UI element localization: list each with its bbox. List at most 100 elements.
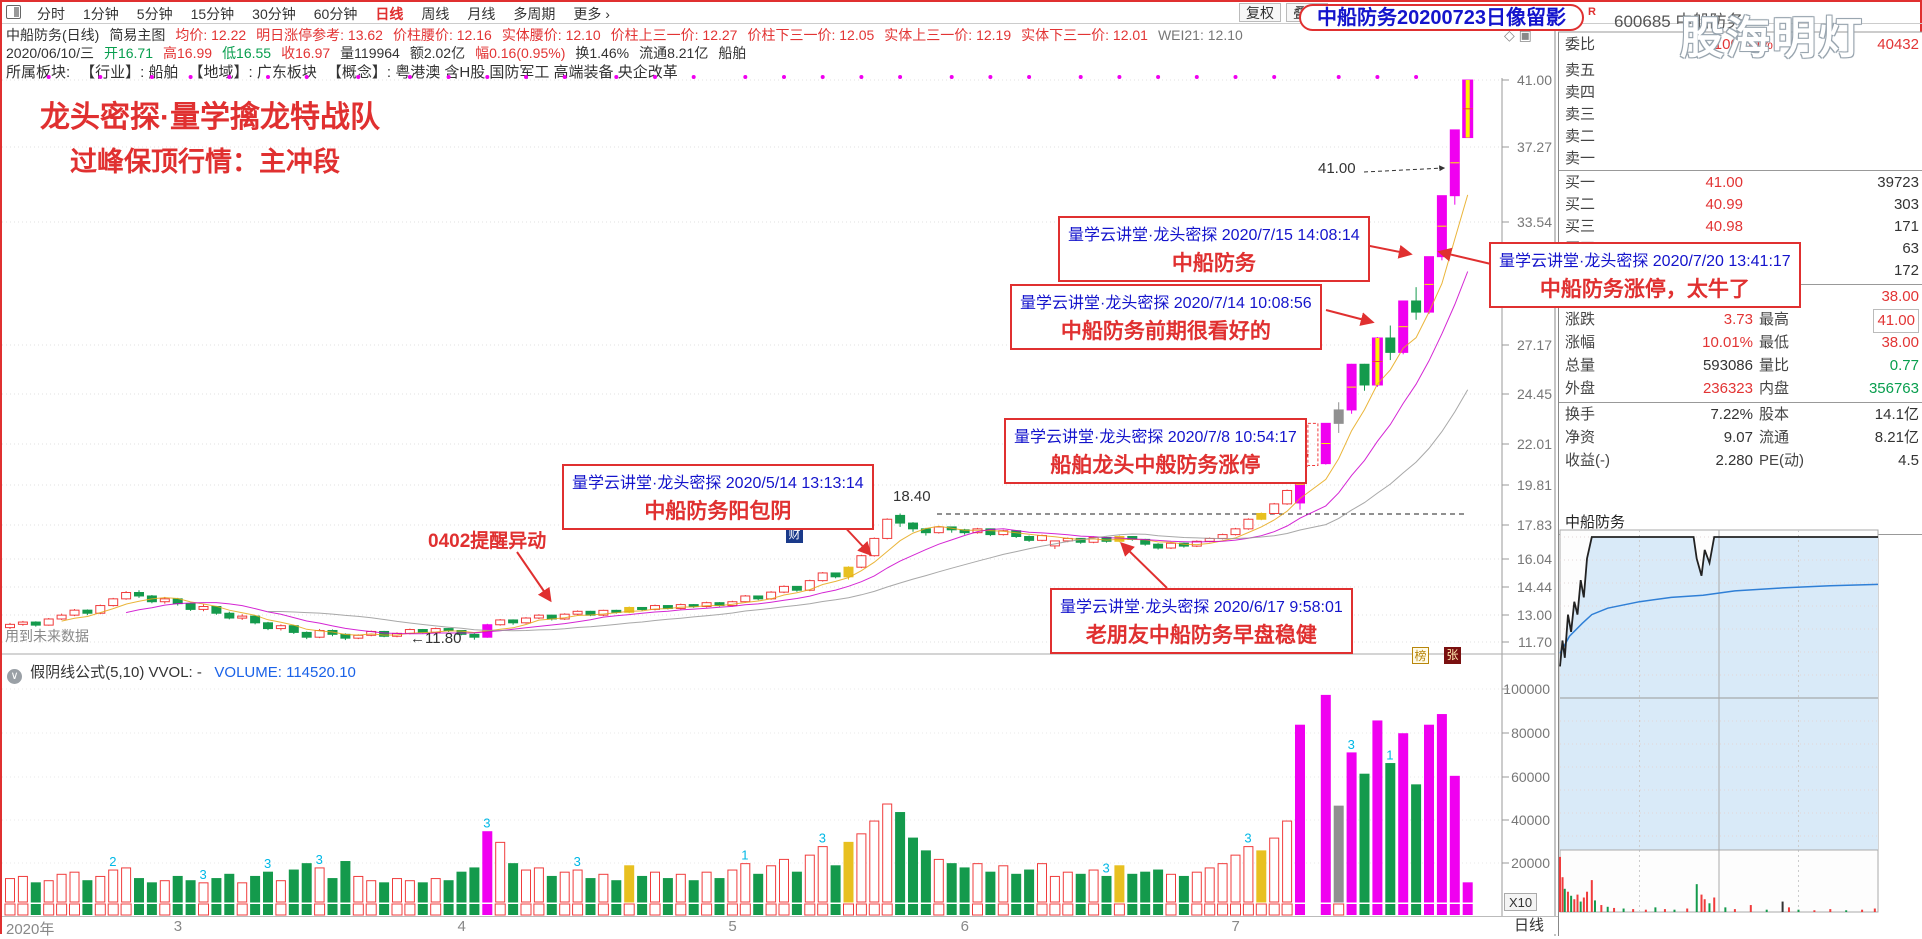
price-axis-label: 14.44 bbox=[1516, 579, 1552, 595]
bang-icon[interactable]: 榜 bbox=[1412, 647, 1429, 664]
indicator-item: 实体上三一价: 12.19 bbox=[884, 27, 1012, 43]
svg-text:3: 3 bbox=[483, 816, 490, 831]
price-axis-label: 27.17 bbox=[1516, 337, 1552, 353]
month-tick-label: 3 bbox=[173, 918, 183, 935]
month-tick-label: 2020年 bbox=[6, 921, 55, 938]
chart-corner-icons[interactable]: ◇ ▣ bbox=[1504, 27, 1532, 44]
indicator-item: 明日涨停参考: 13.62 bbox=[256, 27, 383, 43]
stat-row: 外盘 236323 内盘 356763 bbox=[1565, 380, 1919, 397]
sector-item: 【概念】: 粤港澳 含H股 国防军工 高端装备 央企改革 bbox=[326, 64, 678, 81]
month-tick-label: 7 bbox=[1231, 918, 1240, 935]
sell-row: 卖一 bbox=[1565, 150, 1596, 167]
quote-panel: 中船防务 委比 100.00% 40432 卖五 卖四 卖三 卖二 卖一 买一 41.00 3972… bbox=[1558, 32, 1922, 936]
svg-text:3: 3 bbox=[1103, 860, 1110, 875]
annotation-message: 老朋友中船防务早盘稳健 bbox=[1085, 624, 1317, 647]
indicator-bar: 中船防务(日线) 简易主图 均价: 12.22 明日涨停参考: 13.62 价柱腰价: … bbox=[6, 25, 1253, 45]
alert-0402-label: 0402提醒异动 bbox=[428, 531, 547, 552]
ohlc-item: 换1.46% bbox=[575, 45, 630, 61]
volume-axis-label: 100000 bbox=[1503, 681, 1550, 697]
ohlc-item: 船舶 bbox=[718, 45, 747, 61]
svg-text:3: 3 bbox=[574, 854, 581, 869]
sector-item: 【行业】: 船舶 bbox=[80, 64, 179, 81]
sector-bar: 所属板块: 【行业】: 船舶 【地域】: 广东板块 【概念】: 粤港澳 含H股 国防军… bbox=[6, 61, 688, 82]
period-tab-60分钟[interactable]: 60分钟 bbox=[313, 6, 358, 22]
period-tab-5分钟[interactable]: 5分钟 bbox=[136, 6, 173, 22]
svg-text:3: 3 bbox=[819, 831, 826, 846]
indicator-item: 实体下三一价: 12.01 bbox=[1021, 27, 1148, 43]
annotation-message: 中船防务 bbox=[1171, 252, 1256, 275]
peak-price-label: 18.40 bbox=[893, 488, 931, 505]
ohlc-item: 量119964 bbox=[340, 45, 400, 61]
sell-row: 卖四 bbox=[1565, 84, 1596, 101]
sector-item: 所属板块: bbox=[6, 64, 71, 81]
sell-row: 卖五 bbox=[1565, 62, 1596, 79]
price-axis-label: 17.83 bbox=[1516, 517, 1552, 533]
svg-text:1: 1 bbox=[741, 848, 748, 863]
fuquan-button[interactable]: 复权 bbox=[1239, 3, 1281, 22]
stat-row: 总量 593086 量比 0.77 bbox=[1565, 357, 1919, 374]
indicator-item: 实体腰价: 12.10 bbox=[501, 27, 601, 43]
svg-text:3: 3 bbox=[200, 867, 207, 882]
month-tick-label: 6 bbox=[960, 918, 969, 935]
svg-text:1: 1 bbox=[1386, 748, 1393, 763]
zhang-icon[interactable]: 张 bbox=[1444, 647, 1461, 664]
tab-stock-name[interactable]: 中船防务 bbox=[1559, 510, 1922, 535]
period-tab-月线[interactable]: 月线 bbox=[467, 6, 496, 22]
period-tab-周线[interactable]: 周线 bbox=[421, 6, 450, 22]
ohlc-item: 幅0.16(0.95%) bbox=[475, 45, 566, 61]
annotation-timestamp: 量学云讲堂·龙头密探 2020/5/14 13:13:14 bbox=[572, 475, 864, 492]
stat-row: 涨跌 3.73 最高 41.00 bbox=[1559, 309, 1922, 333]
price-axis-label: 16.04 bbox=[1516, 551, 1552, 567]
period-tab-15分钟[interactable]: 15分钟 bbox=[190, 6, 235, 22]
period-tab-30分钟[interactable]: 30分钟 bbox=[252, 6, 296, 22]
annotation-message: 船舶龙头中般防务涨停 bbox=[1050, 454, 1261, 477]
volume-axis-label: 40000 bbox=[1511, 812, 1550, 828]
chart-title-team: 龙头密探·量学擒龙特战队 bbox=[40, 101, 380, 134]
collapse-icon[interactable]: ∨ bbox=[7, 669, 22, 684]
ohlc-item: 额2.02亿 bbox=[409, 45, 466, 61]
layout-icon[interactable] bbox=[6, 5, 21, 19]
annotation-timestamp: 量学云讲堂·龙头密探 2020/7/14 10:08:56 bbox=[1020, 295, 1312, 312]
indicator-item: 价柱上三一价: 12.27 bbox=[610, 27, 738, 43]
ohlc-item: 2020/06/10/三 bbox=[6, 45, 94, 61]
annotation-timestamp: 量学云讲堂·龙头密探 2020/6/17 9:58:01 bbox=[1060, 599, 1343, 616]
volume-axis-label: 60000 bbox=[1511, 769, 1550, 785]
volume-axis-label: 20000 bbox=[1511, 855, 1550, 871]
period-label-bottom[interactable]: 日线 bbox=[1514, 917, 1545, 934]
period-tab-分时[interactable]: 分时 bbox=[37, 6, 65, 22]
price-axis-label: 22.01 bbox=[1516, 436, 1552, 452]
period-tab-更多 ›[interactable]: 更多 › bbox=[573, 6, 610, 22]
level-r: R bbox=[1587, 6, 1596, 18]
ohlc-item: 流通8.21亿 bbox=[639, 45, 709, 61]
ohlc-item: 低16.55 bbox=[222, 45, 272, 61]
date-axis: 2020年 3 4 5 6 7 bbox=[2, 916, 1558, 938]
indicator-item: 价柱腰价: 12.16 bbox=[392, 27, 492, 43]
stock-code-title: 600685 中船防务 bbox=[1614, 12, 1744, 31]
stat-row: 涨幅 10.01% 最低 38.00 bbox=[1565, 334, 1919, 351]
svg-text:2: 2 bbox=[109, 854, 116, 869]
x10-multiplier-label: X10 bbox=[1504, 893, 1538, 911]
low-price-label: ←11.80 bbox=[410, 630, 462, 647]
annotation-message: 中船防务前期很看好的 bbox=[1060, 320, 1271, 343]
volume-axis-label: 80000 bbox=[1511, 725, 1550, 741]
period-tab-1分钟[interactable]: 1分钟 bbox=[83, 6, 119, 22]
svg-text:3: 3 bbox=[264, 856, 271, 871]
annotation-timestamp: 量学云讲堂·龙头密探 2020/7/20 13:41:17 bbox=[1499, 253, 1791, 270]
period-tab-多周期[interactable]: 多周期 bbox=[513, 6, 556, 22]
month-tick-label: 4 bbox=[457, 918, 466, 935]
annotation-box: 量学云讲堂·龙头密探 2020/7/15 14:08:14 中船防务 bbox=[1058, 216, 1370, 282]
annotation-box: 量学云讲堂·龙头密探 2020/7/14 10:08:56 中船防务前期很看好的 bbox=[1010, 284, 1322, 350]
annotation-message: 中船防务涨停，太牛了 bbox=[1539, 278, 1750, 301]
diamond-icon[interactable]: ◇ bbox=[1504, 27, 1515, 43]
price-axis-label: 13.00 bbox=[1516, 607, 1552, 623]
svg-text:3: 3 bbox=[1348, 737, 1355, 752]
volume-value-label: VOLUME: 114520.10 bbox=[214, 664, 356, 681]
window-icon[interactable]: ▣ bbox=[1518, 27, 1532, 43]
cap-row: 收益(-) 2.280 PE(动) 4.5 bbox=[1565, 452, 1919, 469]
svg-text:3: 3 bbox=[316, 852, 323, 867]
period-toolbar: 分时 1分钟 5分钟 15分钟 30分钟 60分钟 日线 周线 月线 多周期 更多 › bbox=[2, 2, 1922, 24]
formula-label[interactable]: 假阴线公式(5,10) bbox=[30, 664, 145, 681]
price-axis-label: 33.54 bbox=[1516, 214, 1552, 230]
period-tab-日线[interactable]: 日线 bbox=[375, 6, 404, 22]
